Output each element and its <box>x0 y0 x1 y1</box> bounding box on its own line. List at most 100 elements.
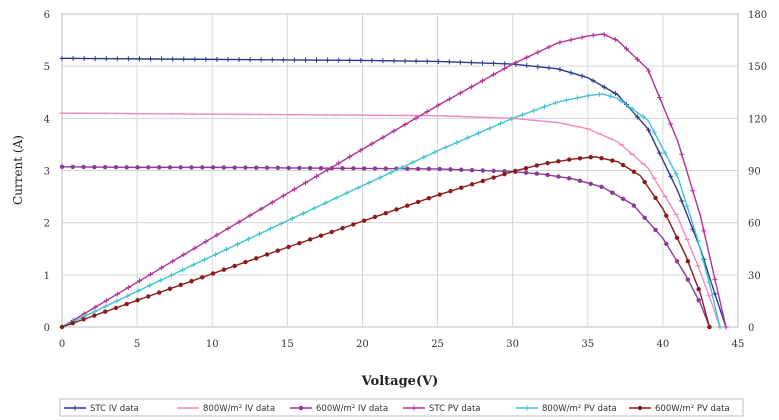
data-point <box>446 59 452 65</box>
data-point <box>556 174 561 179</box>
data-point <box>394 207 399 212</box>
data-point <box>685 277 691 282</box>
data-point <box>610 190 615 195</box>
data-point <box>723 324 729 330</box>
data-point <box>210 165 216 170</box>
data-point <box>556 159 561 164</box>
data-point <box>70 55 76 61</box>
tick-labels: 0 5 10 15 20 25 30 35 40 450123456030609012015018… <box>44 10 767 350</box>
data-point <box>634 56 640 62</box>
data-point <box>355 185 361 191</box>
series-line <box>61 93 721 328</box>
data-point <box>642 215 647 221</box>
data-point <box>402 58 408 64</box>
data-point <box>291 57 297 63</box>
data-point <box>361 166 367 171</box>
data-point <box>358 57 364 63</box>
data-point <box>135 298 140 303</box>
data-point <box>523 165 529 171</box>
legend-label: STC IV data <box>90 404 139 414</box>
data-point <box>413 58 419 64</box>
data-point <box>340 225 345 231</box>
data-point <box>577 156 583 161</box>
data-point <box>158 277 164 283</box>
data-point <box>480 78 486 84</box>
data-point <box>545 172 550 178</box>
data-point <box>358 147 364 153</box>
data-point <box>405 166 410 171</box>
data-point <box>136 288 142 294</box>
data-point <box>405 203 410 208</box>
legend-item: STC IV data <box>64 404 139 414</box>
data-point <box>673 171 679 177</box>
data-point <box>690 188 696 194</box>
data-point <box>258 57 264 63</box>
data-point <box>159 56 165 62</box>
x-tick-label: 10 <box>206 339 219 350</box>
data-point <box>502 171 507 177</box>
data-point <box>618 98 624 104</box>
y-right-tick-label: 30 <box>748 271 761 282</box>
x-tick-label: 35 <box>581 339 594 350</box>
data-point <box>664 213 669 218</box>
data-point <box>415 166 421 171</box>
data-point <box>437 192 442 197</box>
data-point <box>509 116 515 122</box>
data-point <box>178 282 183 288</box>
data-point <box>347 154 353 160</box>
data-point <box>646 68 652 74</box>
grid <box>62 14 738 327</box>
data-point <box>657 95 663 101</box>
x-axis-label: Voltage(V) <box>361 374 439 389</box>
data-point <box>189 165 194 170</box>
data-point <box>280 57 286 63</box>
data-point <box>459 185 464 190</box>
x-tick-label: 25 <box>431 339 444 350</box>
data-point <box>81 317 86 322</box>
data-point <box>646 127 652 133</box>
data-point <box>612 90 618 96</box>
data-point <box>653 227 658 233</box>
data-point <box>59 164 65 170</box>
data-point <box>443 144 449 150</box>
data-point <box>469 182 475 187</box>
data-point <box>314 57 320 63</box>
legend: STC IV data 800W/m² IV data 600W/m² IV dat… <box>64 404 730 414</box>
data-point <box>311 205 317 211</box>
y-right-tick-label: 180 <box>748 10 767 21</box>
data-point <box>585 93 591 99</box>
data-point <box>124 301 129 307</box>
data-point <box>289 215 295 221</box>
data-point <box>684 203 690 209</box>
data-point <box>243 259 248 265</box>
data-point <box>92 56 98 62</box>
data-point <box>566 176 572 181</box>
data-point <box>421 154 427 160</box>
data-point <box>170 258 176 264</box>
data-point <box>232 263 237 269</box>
data-point <box>577 178 583 184</box>
data-point <box>701 228 707 234</box>
data-point <box>599 184 604 190</box>
data-point <box>278 221 284 227</box>
data-point <box>566 157 572 162</box>
y-right-tick-label: 60 <box>748 219 761 230</box>
data-point <box>435 102 441 108</box>
data-point <box>146 294 151 299</box>
data-point <box>236 57 242 63</box>
data-point <box>322 200 328 206</box>
data-point <box>491 60 497 66</box>
data-point <box>232 165 237 170</box>
x-tick-label: 0 <box>59 339 65 350</box>
data-point <box>695 238 701 244</box>
data-point <box>280 193 286 199</box>
data-point <box>297 165 302 171</box>
data-point <box>662 150 668 156</box>
data-point <box>340 166 345 171</box>
data-point <box>256 231 262 237</box>
y-left-tick-label: 5 <box>44 62 50 73</box>
data-point <box>546 65 552 71</box>
data-point <box>254 165 259 170</box>
data-point <box>631 169 637 174</box>
data-point <box>696 297 701 303</box>
